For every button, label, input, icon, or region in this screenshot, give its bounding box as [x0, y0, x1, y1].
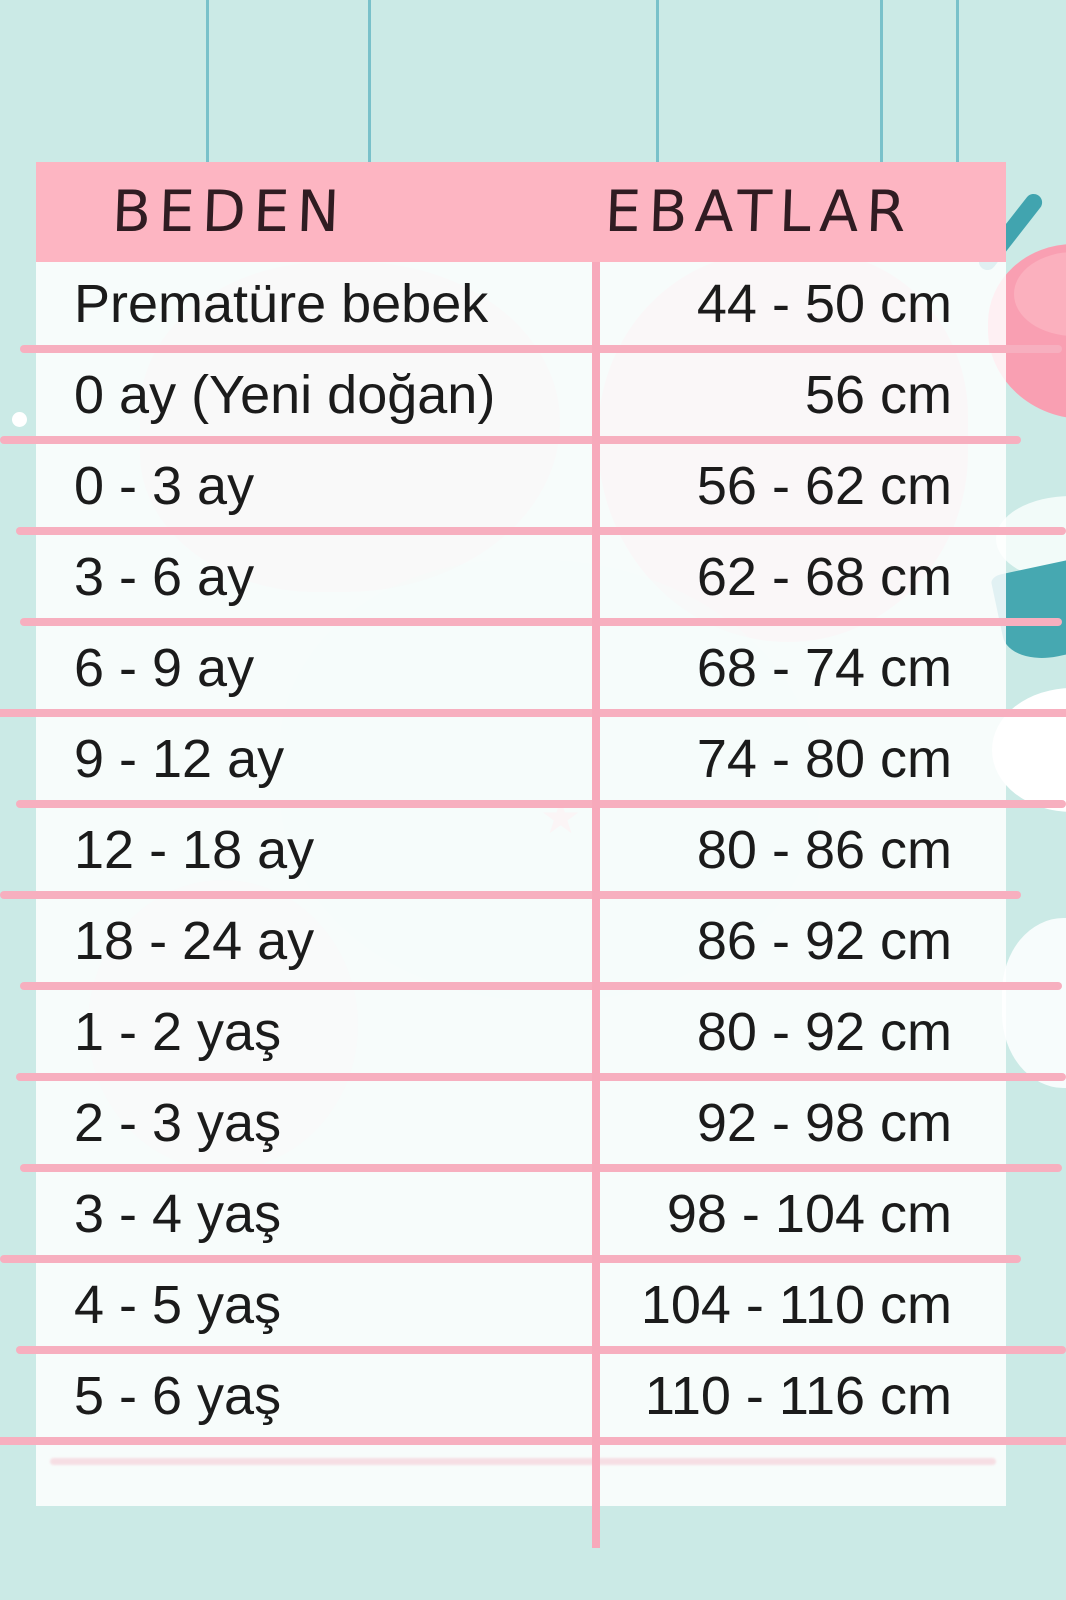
table-row: Prematüre bebek 44 - 50 cm — [36, 262, 1006, 345]
table-row: 1 - 2 yaş 80 - 92 cm — [36, 990, 1006, 1073]
row-separator — [20, 982, 1062, 990]
hanging-string — [368, 0, 371, 164]
header-dimensions-column: EBATLAR — [603, 179, 915, 245]
size-cell: 3 - 6 ay — [74, 546, 255, 607]
size-cell: 9 - 12 ay — [74, 728, 285, 789]
faint-separator — [50, 1458, 996, 1465]
hanging-string — [880, 0, 883, 164]
row-separator — [16, 1073, 1066, 1081]
size-cell: 2 - 3 yaş — [74, 1092, 282, 1153]
hanging-string — [656, 0, 659, 164]
row-separator — [0, 436, 1021, 444]
row-separator — [0, 1255, 1021, 1263]
row-separator — [16, 800, 1066, 808]
row-separator — [16, 1346, 1066, 1354]
dimension-cell: 44 - 50 cm — [696, 273, 952, 334]
cloud-decoration — [1002, 918, 1066, 1088]
size-cell: 3 - 4 yaş — [74, 1183, 282, 1244]
table-header-row: BEDEN EBATLAR — [36, 162, 1006, 262]
dimension-cell: 56 - 62 cm — [696, 455, 952, 516]
table-row: 3 - 6 ay 62 - 68 cm — [36, 535, 1006, 618]
dimension-cell: 92 - 98 cm — [696, 1092, 952, 1153]
dimension-cell: 104 - 110 cm — [640, 1274, 952, 1335]
row-separator — [0, 891, 1021, 899]
table-row: 0 ay (Yeni doğan) 56 cm — [36, 353, 1006, 436]
row-separator — [20, 345, 1062, 353]
dot-decoration — [12, 412, 27, 427]
dimension-cell: 56 cm — [804, 364, 952, 425]
size-cell: 18 - 24 ay — [74, 910, 315, 971]
column-divider — [592, 262, 600, 1548]
empty-bottom-row — [36, 1445, 1006, 1506]
table-row: 6 - 9 ay 68 - 74 cm — [36, 626, 1006, 709]
row-separator — [0, 709, 1066, 717]
table-row: 0 - 3 ay 56 - 62 cm — [36, 444, 1006, 527]
table-row: 2 - 3 yaş 92 - 98 cm — [36, 1081, 1006, 1164]
table-row: 12 - 18 ay 80 - 86 cm — [36, 808, 1006, 891]
row-separator — [20, 1164, 1062, 1172]
dimension-cell: 86 - 92 cm — [696, 910, 952, 971]
table-row: 5 - 6 yaş 110 - 116 cm — [36, 1354, 1006, 1437]
hanging-string — [956, 0, 959, 164]
row-separator — [20, 618, 1062, 626]
dimension-cell: 98 - 104 cm — [666, 1183, 952, 1244]
size-cell: 0 ay (Yeni doğan) — [74, 364, 496, 425]
row-separator — [16, 527, 1066, 535]
dimension-cell: 80 - 92 cm — [696, 1001, 952, 1062]
size-cell: Prematüre bebek — [74, 273, 489, 334]
size-cell: 12 - 18 ay — [74, 819, 315, 880]
row-separator — [0, 1437, 1066, 1445]
dimension-cell: 80 - 86 cm — [696, 819, 952, 880]
dimension-cell: 110 - 116 cm — [644, 1365, 952, 1426]
size-cell: 0 - 3 ay — [74, 455, 255, 516]
dimension-cell: 68 - 74 cm — [696, 637, 952, 698]
size-cell: 1 - 2 yaş — [74, 1001, 282, 1062]
size-table: BEDEN EBATLAR Prematüre bebek 44 - 50 cm… — [0, 162, 1066, 1506]
dimension-cell: 62 - 68 cm — [696, 546, 952, 607]
table-row: 3 - 4 yaş 98 - 104 cm — [36, 1172, 1006, 1255]
dimension-cell: 74 - 80 cm — [696, 728, 952, 789]
size-cell: 4 - 5 yaş — [74, 1274, 282, 1335]
table-row: 4 - 5 yaş 104 - 110 cm — [36, 1263, 1006, 1346]
table-row: 9 - 12 ay 74 - 80 cm — [36, 717, 1006, 800]
table-row: 18 - 24 ay 86 - 92 cm — [36, 899, 1006, 982]
size-cell: 5 - 6 yaş — [74, 1365, 282, 1426]
size-cell: 6 - 9 ay — [74, 637, 255, 698]
header-size-column: BEDEN — [110, 179, 348, 245]
hanging-string — [206, 0, 209, 164]
